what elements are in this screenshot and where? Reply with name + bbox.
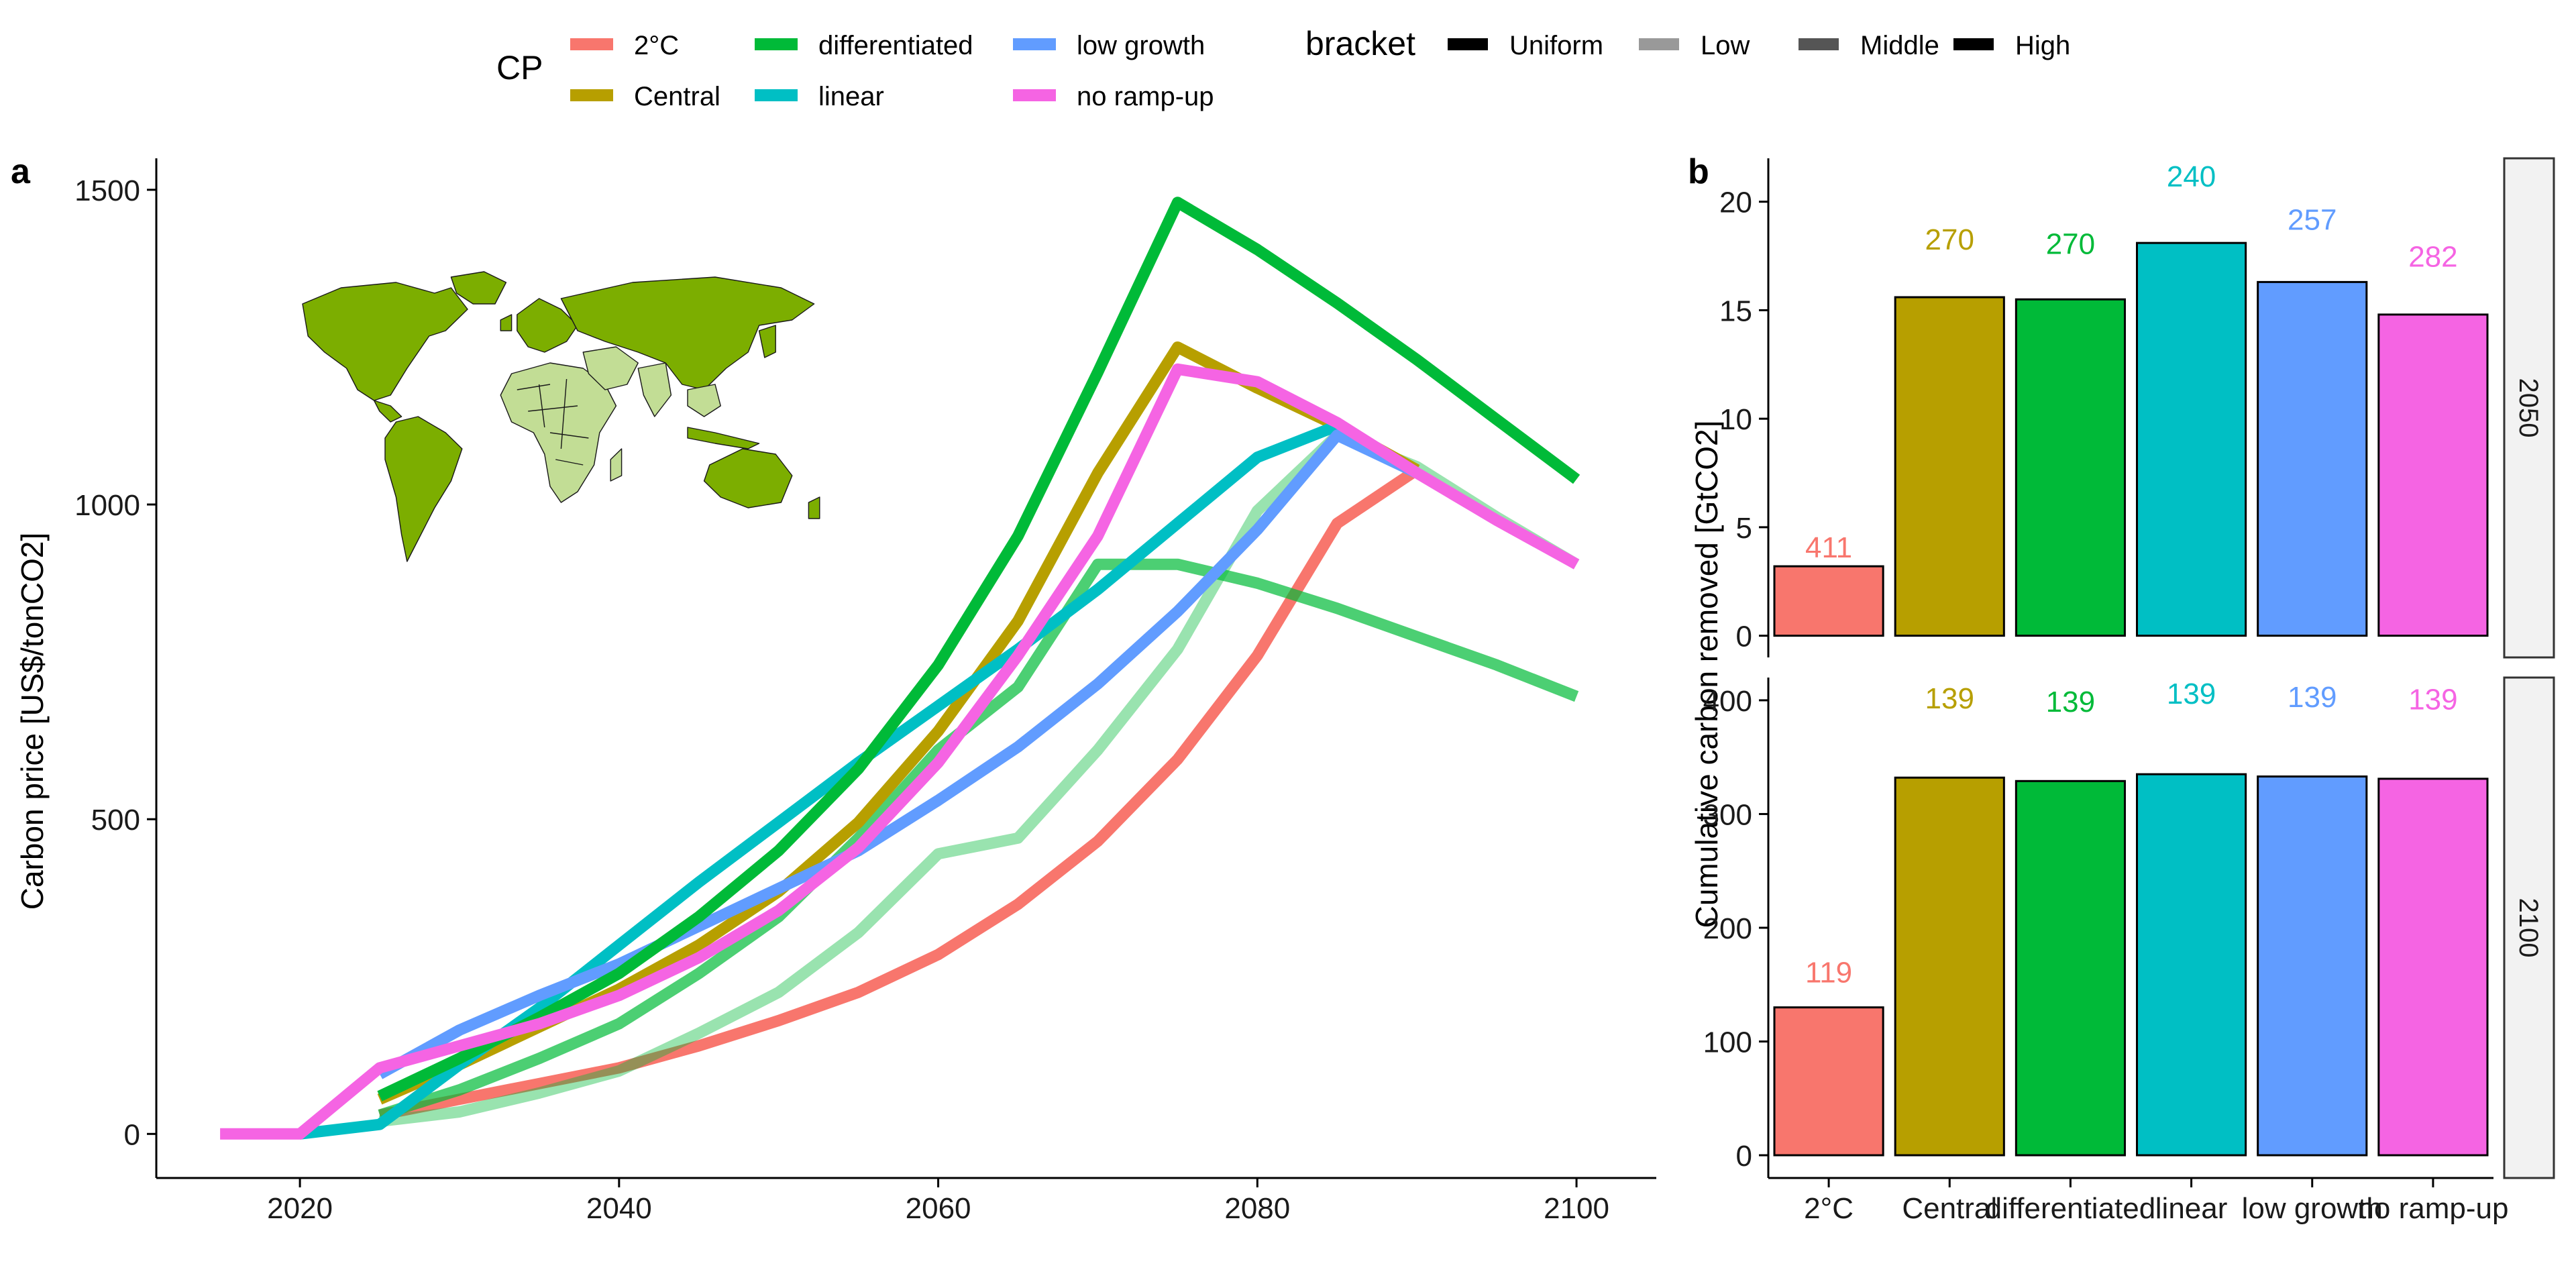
panel-a-x-tick-label: 2080 (1224, 1192, 1290, 1225)
panel-b-x-tick-label: 2°C (1804, 1192, 1854, 1225)
facet-y-tick-label: 0 (1736, 621, 1752, 653)
panel-b-x-tick-label: Central (1902, 1192, 1997, 1225)
panel-b-y-axis-title: Cumulative carbon removed [GtCO2] (1689, 421, 1724, 928)
legend-bracket-title: bracket (1305, 25, 1415, 62)
panel-label-b: b (1688, 152, 1709, 191)
legend-bracket-label: High (2015, 31, 2070, 60)
legend-cp-label: no ramp-up (1077, 82, 1214, 111)
bar-data-label: 139 (2408, 683, 2457, 716)
series-line (220, 363, 1580, 1140)
facet-y-tick-label: 5 (1736, 512, 1752, 545)
bar-data-label: 257 (2288, 204, 2337, 237)
facet-y-tick-label: 200 (1703, 912, 1752, 945)
facet-y-tick-label: 100 (1703, 1026, 1752, 1059)
facet-y-tick-label: 0 (1736, 1140, 1752, 1173)
bar-data-label: 282 (2408, 241, 2457, 274)
legend-bracket-label: Low (1701, 31, 1750, 60)
bar (2257, 280, 2368, 637)
facet-y-tick-label: 20 (1719, 186, 1752, 219)
series-line (376, 429, 1419, 1079)
series-line (378, 465, 1420, 1121)
panel-a-x-tick-label: 2040 (586, 1192, 652, 1225)
bar-data-label: 240 (2167, 160, 2216, 193)
legend-cp-title: CP (496, 49, 543, 87)
panel-a-x-tick-label: 2020 (267, 1192, 333, 1225)
panel-a-y-tick-label: 0 (124, 1118, 140, 1151)
series-line (378, 558, 1579, 1121)
bar (1773, 1006, 1884, 1157)
panel-a: Carbon price [US$/tonCO2] (15, 158, 1656, 1225)
facet-strip-label: 2050 (2514, 378, 2543, 438)
facet-y-tick-label: 10 (1719, 403, 1752, 436)
panel-a-y-axis-title: Carbon price [US$/tonCO2] (15, 533, 50, 910)
facet-y-tick-label: 300 (1703, 798, 1752, 831)
bar-data-label: 411 (1805, 531, 1852, 564)
bar (2136, 773, 2247, 1157)
facet-2050: 0 5 10 15 20 411 270 270 240 257 282 2050 (1719, 157, 2555, 659)
panel-a-y-tick-label: 1500 (74, 174, 140, 207)
bar (2377, 313, 2489, 637)
panel-b-x-tick-label: no ramp-up (2357, 1192, 2508, 1225)
bar (2015, 298, 2126, 637)
panel-a-x-tick-label: 2060 (906, 1192, 971, 1225)
facet-strip-label: 2100 (2514, 898, 2543, 958)
bar-data-label: 139 (2167, 678, 2216, 710)
facet-y-tick-label: 400 (1703, 685, 1752, 718)
legend-cp-label: Central (634, 82, 720, 111)
bar (1894, 776, 2005, 1157)
legend: CP 2°C Central differentiated linear low gro… (496, 25, 2070, 111)
panel-a-x-tick-label: 2100 (1544, 1192, 1609, 1225)
panel-b-x-tick-label: linear (2155, 1192, 2228, 1225)
panel-b-x-tick-label: low growth (2242, 1192, 2383, 1225)
bar (1894, 296, 2005, 637)
bar-data-label: 119 (1805, 956, 1852, 989)
facet-2100: 0 100 200 300 400 119 139 139 139 139 139 2100 (1703, 676, 2555, 1179)
bar-data-label: 139 (2288, 681, 2337, 714)
panel-b-x-tick-label: differentiated (1986, 1192, 2156, 1225)
panel-b: Cumulative carbon removed [GtCO2] 0 5 10 15… (1689, 157, 2555, 1225)
panel-a-y-tick-label: 500 (91, 804, 140, 837)
bar (1773, 565, 1884, 637)
facet-strip (2503, 157, 2555, 659)
legend-cp-label: 2°C (634, 31, 679, 60)
bar-data-label: 270 (2046, 227, 2095, 260)
panel-label-a: a (11, 152, 31, 191)
bar-data-label: 270 (1925, 223, 1974, 256)
bar (2015, 780, 2126, 1157)
bar (2377, 777, 2489, 1157)
legend-cp-label: low growth (1077, 31, 1205, 60)
legend-cp-label: linear (818, 82, 884, 111)
facet-y-tick-label: 15 (1719, 294, 1752, 327)
bar (2136, 241, 2247, 637)
bar-data-label: 139 (2046, 686, 2095, 718)
bar (2257, 775, 2368, 1157)
facet-strip (2503, 676, 2555, 1179)
panel-a-y-tick-label: 1000 (74, 489, 140, 522)
world-map-inset (302, 271, 820, 562)
series-line (377, 197, 1580, 1102)
legend-cp-label: differentiated (818, 31, 973, 60)
bar-data-label: 139 (1925, 682, 1974, 715)
legend-bracket-label: Uniform (1509, 31, 1603, 60)
legend-bracket-label: Middle (1860, 31, 1939, 60)
